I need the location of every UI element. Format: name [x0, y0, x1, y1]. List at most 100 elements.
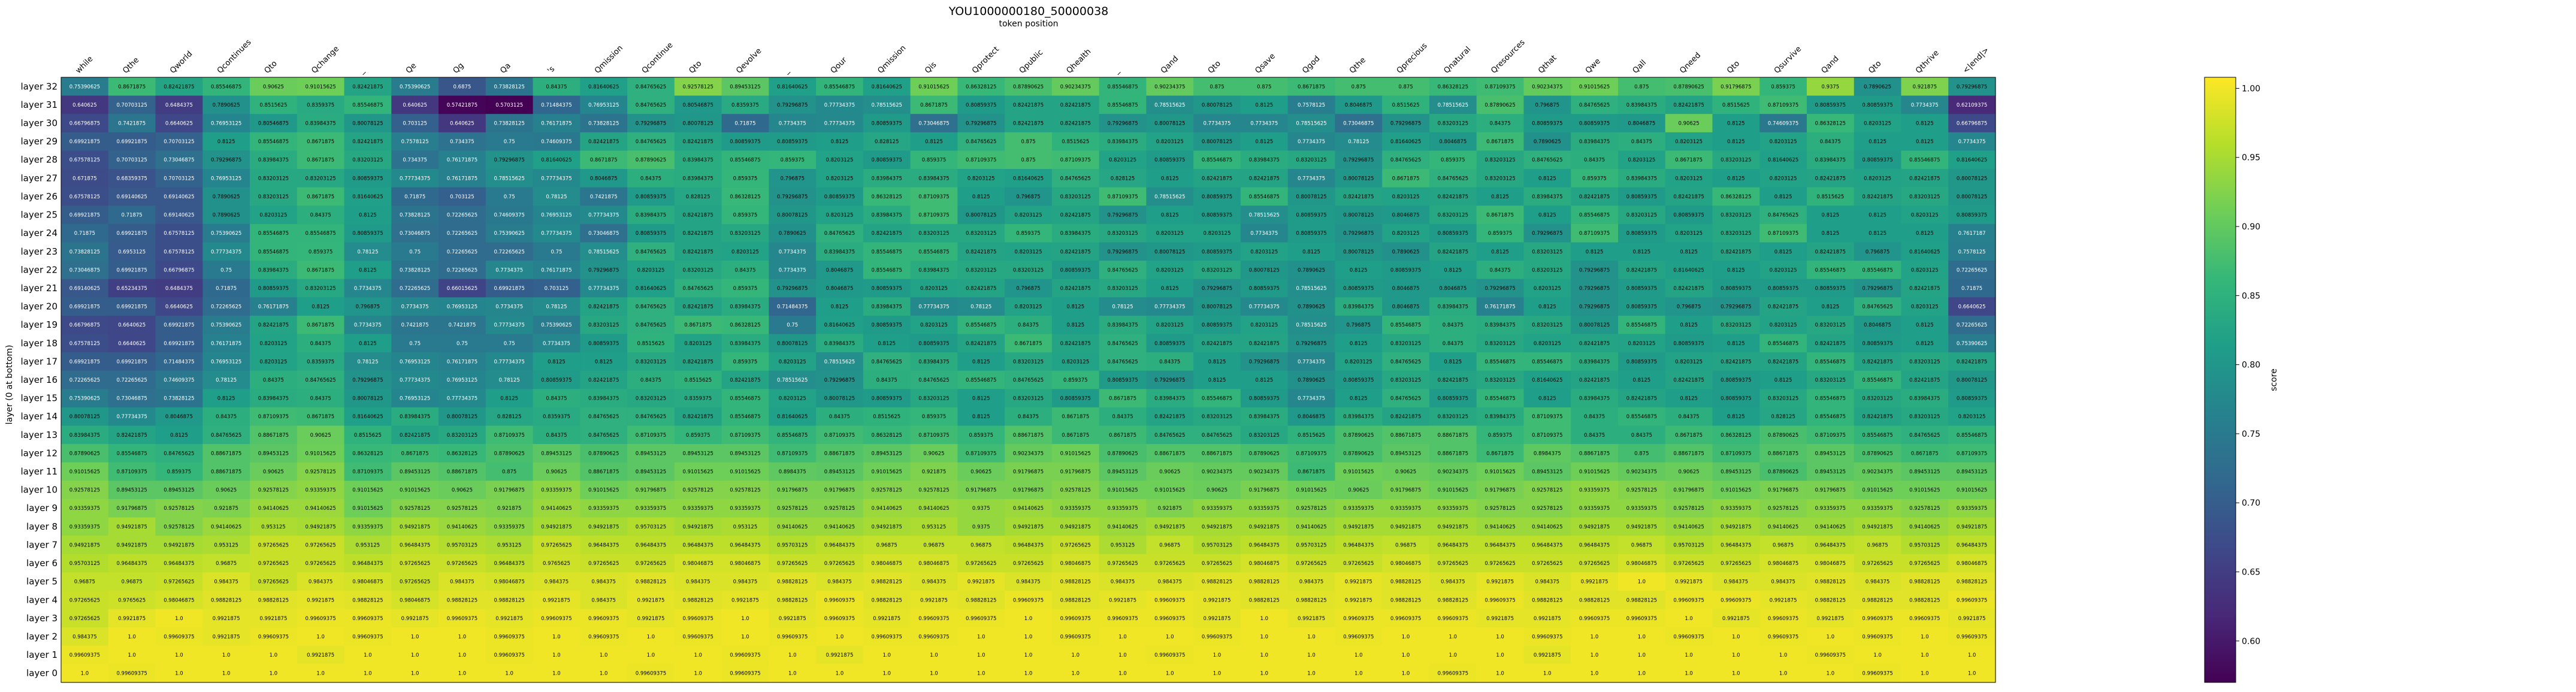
heatmap-cell: [391, 169, 439, 188]
heatmap-cell: [721, 297, 769, 316]
cell-value-label: 0.8125: [1161, 286, 1179, 292]
cell-value-label: 0.94140625: [211, 524, 241, 530]
cell-value-label: 0.8125: [1821, 213, 1839, 219]
heatmap-cell: [1948, 444, 1996, 463]
cell-value-label: 0.66796875: [164, 267, 194, 273]
heatmap-cell: [202, 444, 250, 463]
heatmap-cell: [1523, 370, 1571, 389]
cell-value-label: 0.828125: [497, 414, 522, 420]
y-tick-label: layer 28: [21, 155, 58, 165]
heatmap-cell: [1665, 206, 1713, 225]
cell-value-label: 0.8203125: [1628, 158, 1655, 164]
heatmap-cell: [1335, 481, 1383, 500]
heatmap-cell: [155, 169, 203, 188]
cell-value-label: 0.984375: [1016, 579, 1041, 585]
heatmap-cell: [439, 279, 486, 298]
cell-value-label: 0.79296875: [777, 286, 808, 292]
x-tick-label: Qwe: [1584, 57, 1603, 75]
heatmap-cell: [863, 315, 911, 335]
cell-value-label: 1.0: [1638, 579, 1646, 585]
colorbar-tick-label: 0.60: [2242, 637, 2260, 646]
cell-value-label: 0.82421875: [1249, 176, 1280, 182]
cell-value-label: 0.8125: [1444, 267, 1462, 273]
heatmap-cell: [1382, 352, 1430, 371]
cell-value-label: 0.8125: [1727, 267, 1745, 273]
heatmap-cell: [439, 242, 486, 261]
cell-value-label: 0.89453125: [636, 451, 666, 457]
cell-value-label: 0.76953125: [211, 176, 241, 182]
heatmap-cell: [108, 114, 156, 133]
cell-value-label: 0.99609375: [1438, 671, 1468, 677]
cell-value-label: 0.94921875: [588, 524, 619, 530]
x-tick-label: Qmission: [593, 44, 625, 75]
cell-value-label: 0.91796875: [1673, 488, 1704, 494]
cell-value-label: 1.0: [1921, 634, 1929, 640]
cell-value-label: 1.0: [694, 652, 702, 658]
cell-value-label: 0.83203125: [1390, 377, 1421, 383]
heatmap-cell: [1665, 114, 1713, 133]
x-tick-label: Qmission: [876, 44, 908, 75]
cell-value-label: 0.80859375: [777, 139, 808, 145]
y-axis-label: layer (0 at bottom): [5, 345, 14, 424]
cell-value-label: 0.90234375: [1532, 84, 1562, 90]
cell-value-label: 0.8125: [1255, 102, 1273, 108]
heatmap-cell: [910, 352, 958, 371]
heatmap-cell: [1476, 554, 1525, 573]
heatmap-cell: [1806, 517, 1855, 536]
cell-value-label: 1.0: [1827, 671, 1835, 677]
cell-value-label: 0.94921875: [116, 524, 147, 530]
cell-value-label: 1.0: [1968, 652, 1976, 658]
cell-value-label: 0.73828125: [494, 121, 524, 127]
heatmap-cell: [863, 407, 911, 427]
heatmap-cell: [1712, 498, 1760, 518]
heatmap-cell: [674, 444, 722, 463]
cell-value-label: 0.83984375: [1815, 158, 1846, 164]
heatmap-cell: [155, 517, 203, 536]
heatmap-cell: [580, 114, 628, 133]
heatmap-cell: [1665, 169, 1713, 188]
heatmap-cell: [1146, 114, 1194, 133]
heatmap-cell: [1099, 609, 1147, 628]
cell-value-label: 0.80859375: [872, 121, 902, 127]
heatmap-cell: [863, 150, 911, 170]
cell-value-label: 0.796875: [1016, 286, 1041, 292]
cell-value-label: 0.82421875: [1909, 286, 1940, 292]
heatmap-cell: [108, 150, 156, 170]
heatmap-cell: [863, 517, 911, 536]
heatmap-cell: [1193, 114, 1241, 133]
cell-value-label: 0.6640625: [118, 341, 146, 347]
heatmap-cell: [1523, 315, 1571, 335]
heatmap-cell: [1099, 315, 1147, 335]
cell-value-label: 0.78515625: [777, 377, 808, 383]
cell-value-label: 1.0: [1827, 634, 1835, 640]
heatmap-cell: [957, 297, 1005, 316]
cell-value-label: 0.87109375: [824, 433, 855, 439]
cell-value-label: 0.90234375: [1202, 469, 1232, 475]
x-axis-title: token position: [999, 19, 1058, 29]
cell-value-label: 0.86328125: [352, 451, 383, 457]
cell-value-label: 0.84765625: [164, 451, 194, 457]
heatmap-cell: [1287, 150, 1336, 170]
heatmap-cell: [155, 315, 203, 335]
cell-value-label: 0.8203125: [1156, 231, 1184, 237]
heatmap-cell: [1665, 279, 1713, 298]
heatmap-cell: [439, 572, 486, 591]
cell-value-label: 0.91015625: [730, 469, 760, 475]
heatmap-cell: [1005, 444, 1053, 463]
x-tick-label: Qcontinue: [640, 41, 675, 75]
cell-value-label: 0.7734375: [1250, 121, 1278, 127]
cell-value-label: 0.8203125: [1015, 304, 1042, 310]
heatmap-cell: [344, 572, 392, 591]
cell-value-label: 0.671875: [72, 176, 97, 182]
cell-value-label: 0.99609375: [872, 634, 902, 640]
cell-value-label: 0.9921875: [779, 616, 806, 622]
cell-value-label: 1.0: [1543, 671, 1552, 677]
cell-value-label: 0.94921875: [683, 524, 713, 530]
heatmap-cell: [533, 77, 580, 96]
heatmap-cell: [297, 261, 345, 280]
cell-value-label: 0.83984375: [69, 433, 100, 439]
heatmap-cell: [721, 389, 769, 408]
heatmap-cell: [1948, 223, 1996, 243]
cell-value-label: 0.97265625: [1862, 561, 1892, 567]
cell-value-label: 0.7421875: [118, 121, 146, 127]
